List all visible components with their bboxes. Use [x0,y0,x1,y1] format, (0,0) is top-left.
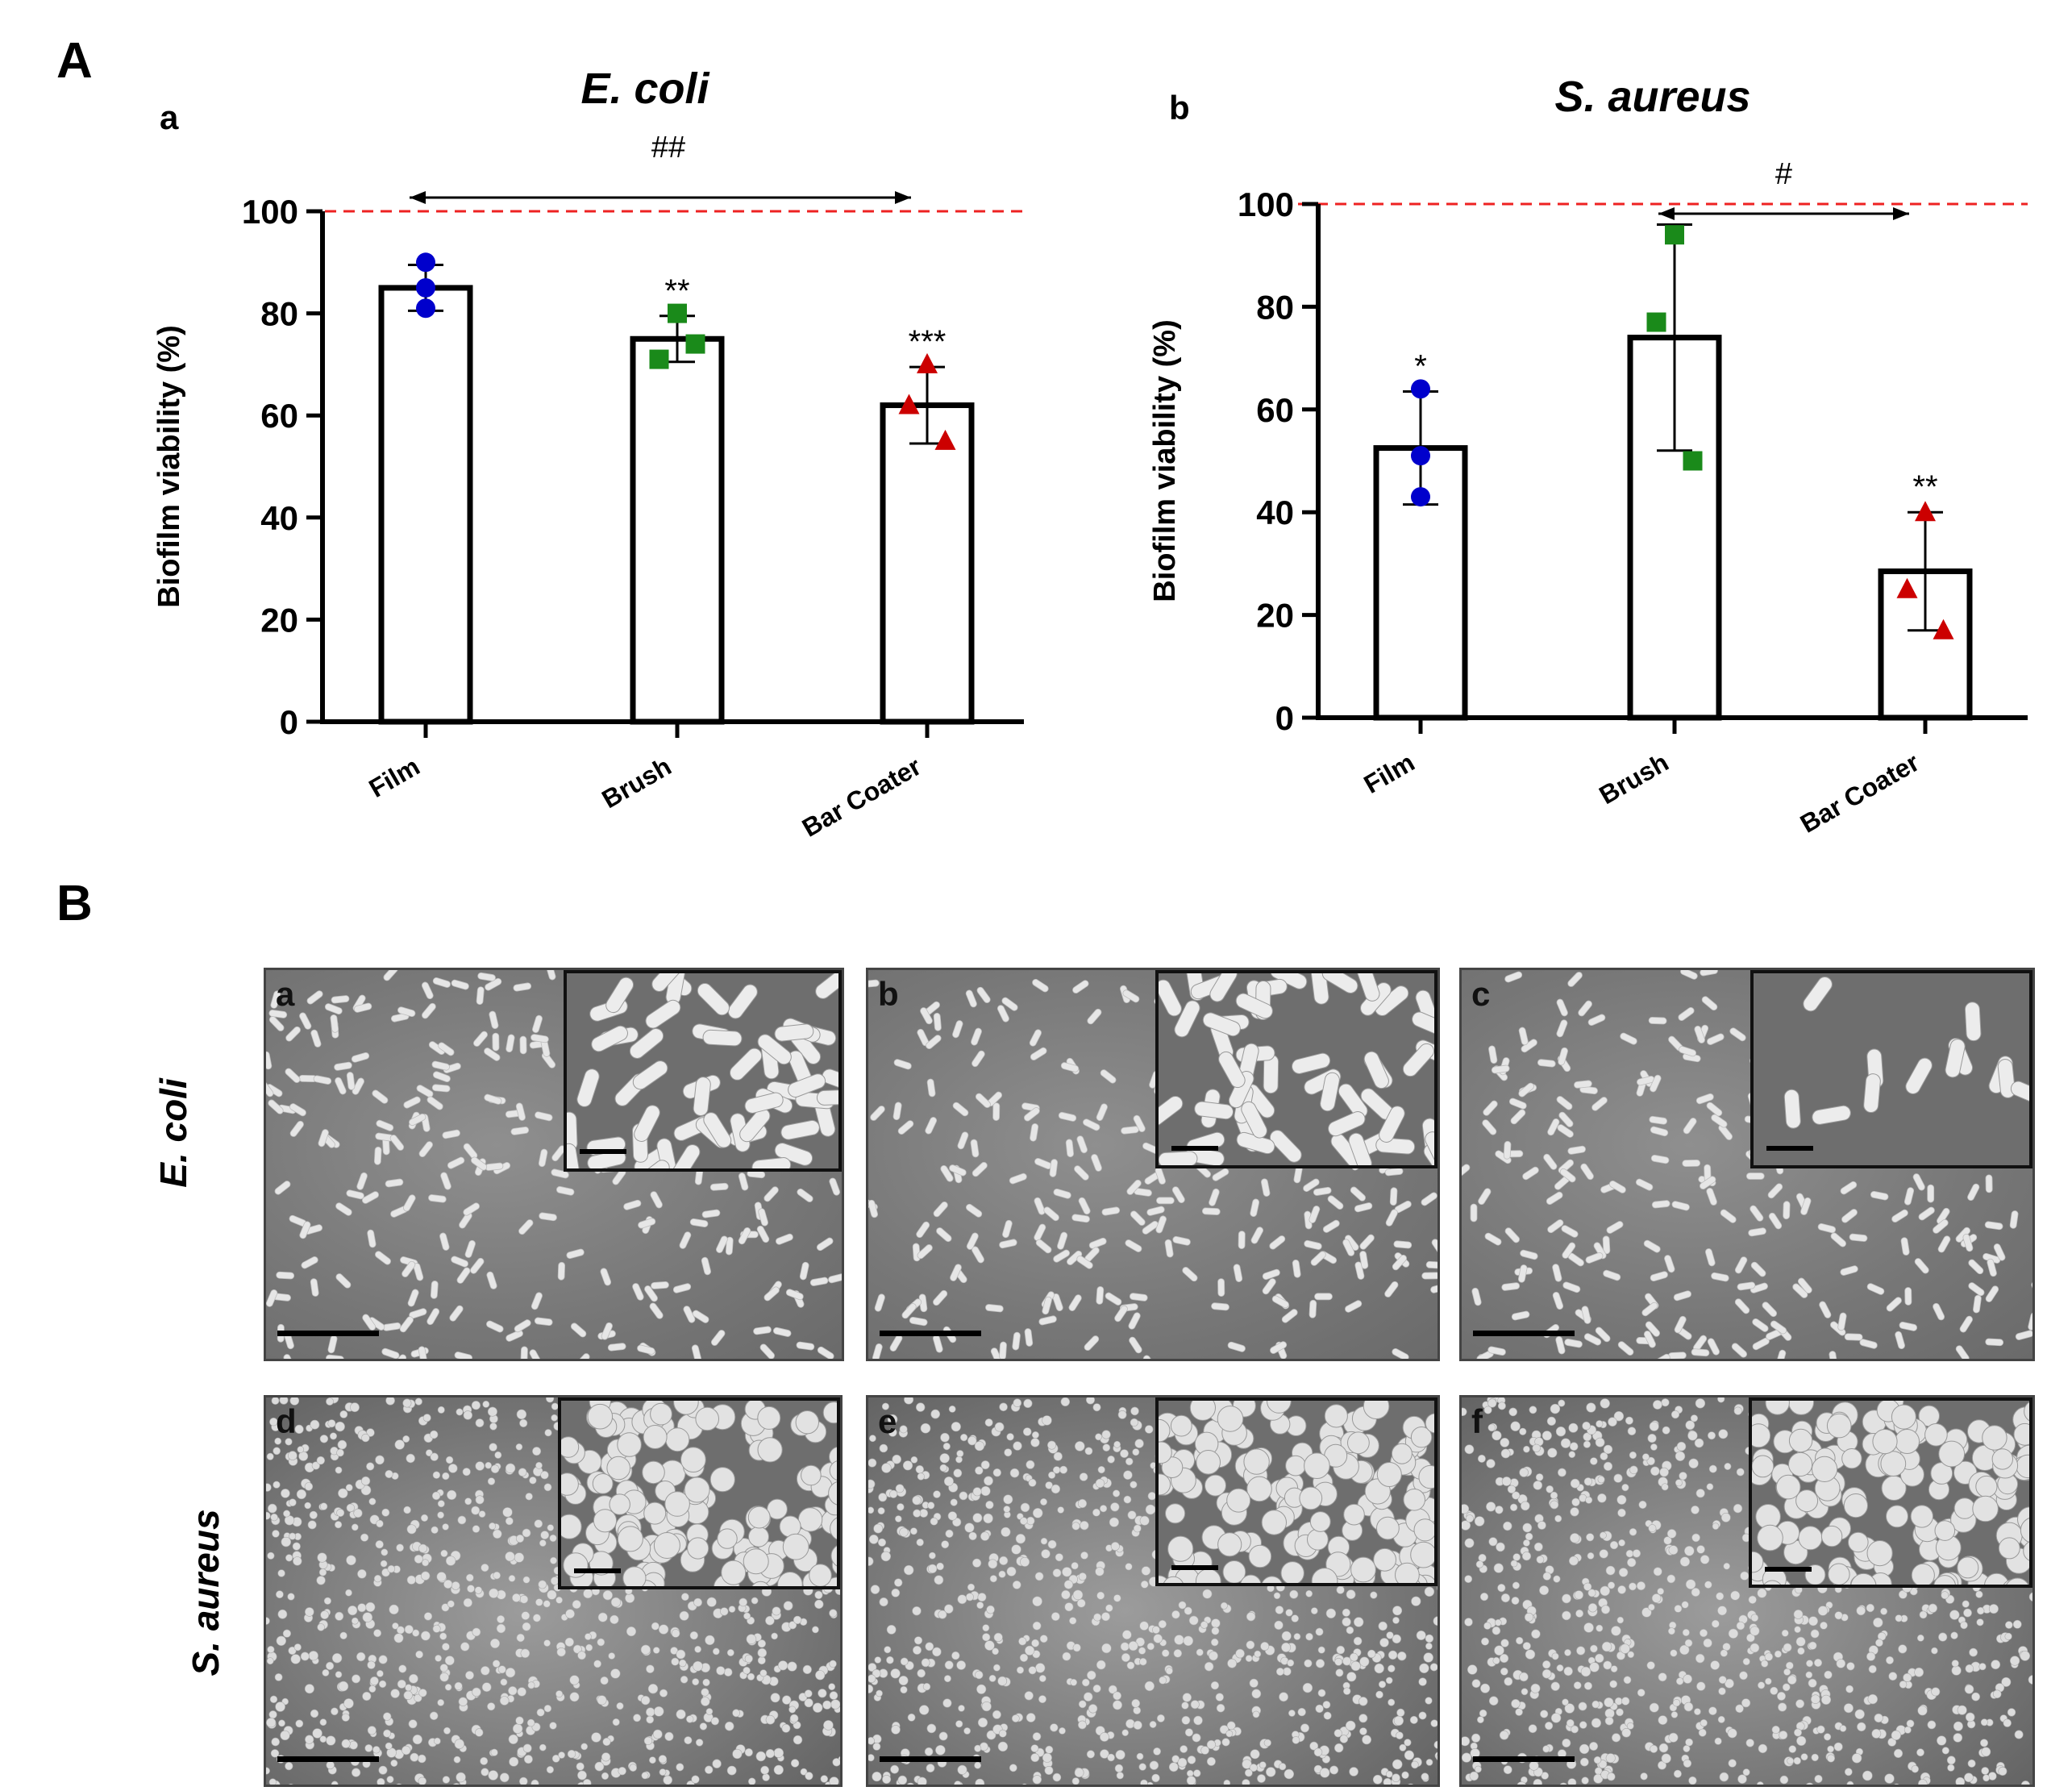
data-point [898,394,920,414]
scale-bar [880,1756,981,1762]
sem-panel-label: c [1471,975,1491,1013]
sem-image-d: d [264,1395,843,1787]
sem-inset-magnified [1155,970,1438,1168]
inset-texture [1783,977,2029,1129]
sem-row-label-s-aureus: S. aureus [185,1509,227,1676]
sem-panel-label: f [1471,1402,1483,1440]
panel-label-A: A [56,33,93,89]
sem-panel-label: b [878,975,899,1013]
sem-panel-label: d [276,1402,297,1440]
y-tick-label: 60 [1256,391,1294,429]
scale-bar [277,1756,379,1762]
significance-marker: * [1414,349,1427,385]
chart-panel-label: b [1169,89,1190,127]
x-tick-label: Bar Coater [1795,748,1924,839]
data-point [1411,487,1430,507]
bar-chart-e-coli: a E. coli 0 20 40 60 80 100 Biofilm viability (%… [152,65,1024,843]
data-point [1411,446,1430,466]
x-tick-label: Film [1359,748,1420,799]
data-point [1896,577,1918,598]
data-point [416,277,435,298]
scale-bar [1473,1756,1575,1762]
x-tick-label: Bar Coater [797,752,926,843]
inset-scale-bar [1171,1146,1218,1151]
sem-image-b: b [866,968,1440,1361]
y-tick-label: 60 [260,397,298,435]
comparison-label: # [1775,157,1792,191]
x-tick-label: Brush [597,752,676,814]
data-point [1665,225,1684,245]
bar-bar-coater [880,402,975,725]
inset-texture [1159,973,1434,1165]
data-point [1915,501,1936,522]
sem-panel-label: e [878,1402,897,1440]
arrowhead-right [1893,207,1909,220]
arrowhead-right [895,191,911,204]
inset-scale-bar [574,1568,621,1573]
inset-scale-bar [1171,1565,1218,1570]
y-axis-label: Biofilm viability (%) [1148,319,1182,602]
data-point [1933,619,1954,639]
y-tick-label: 100 [1238,185,1294,223]
x-tick-label: Brush [1594,748,1673,810]
arrowhead-left [1658,207,1675,220]
y-axis-label: Biofilm viability (%) [152,325,186,607]
chart-title: E. coli [580,65,709,113]
bar-film [378,285,473,725]
data-point [649,349,669,369]
sem-image-f: f [1459,1395,2035,1787]
x-tick-label: Film [364,752,425,803]
inset-scale-bar [580,1149,626,1154]
panel-label-B: B [56,876,93,931]
sem-image-c: c [1459,968,2035,1361]
y-tick-label: 20 [260,601,298,639]
inset-texture [1752,1401,2029,1585]
y-tick-label: 100 [242,193,298,231]
bar-brush [630,335,725,725]
sem-inset-magnified [564,970,842,1172]
data-point [934,429,956,450]
y-tick-label: 40 [1256,494,1294,531]
scale-bar [1473,1331,1575,1336]
inset-scale-bar [1766,1146,1813,1151]
y-tick-label: 80 [260,295,298,333]
y-tick-label: 0 [1275,699,1294,737]
data-point [685,334,705,354]
bar-chart-s-aureus: b S. aureus 0 20 40 60 80 100 Biofilm viability … [1148,73,2028,839]
y-tick-label: 40 [260,499,298,537]
arrowhead-left [410,191,426,204]
significance-marker: ** [1912,469,1937,505]
chart-panel-label: a [160,98,179,136]
comparison-label: ## [651,131,685,165]
significance-marker: ** [664,273,689,309]
data-point [668,303,687,323]
inset-scale-bar [1765,1567,1812,1572]
significance-marker: *** [909,324,947,360]
inset-texture [567,973,838,1168]
inset-texture [561,1401,837,1586]
sem-image-e: e [866,1395,1440,1787]
sem-panel-label: a [276,975,295,1013]
sem-image-a: a [264,968,844,1361]
scale-bar [880,1331,981,1336]
sem-inset-magnified [558,1397,840,1589]
y-tick-label: 80 [1256,288,1294,326]
inset-texture [1159,1401,1434,1583]
sem-inset-magnified [1749,1397,2032,1588]
y-tick-label: 20 [1256,597,1294,635]
sem-inset-magnified [1750,970,2032,1168]
y-tick-label: 0 [280,703,298,741]
sem-inset-magnified [1155,1397,1438,1586]
scale-bar [277,1331,379,1336]
data-point [1411,379,1430,399]
data-point [416,298,435,319]
data-point [416,252,435,273]
chart-title: S. aureus [1554,73,1750,121]
data-point [1683,451,1703,471]
data-point [917,352,938,373]
data-point [1646,312,1666,332]
sem-row-label-e-coli: E. coli [152,1078,194,1188]
